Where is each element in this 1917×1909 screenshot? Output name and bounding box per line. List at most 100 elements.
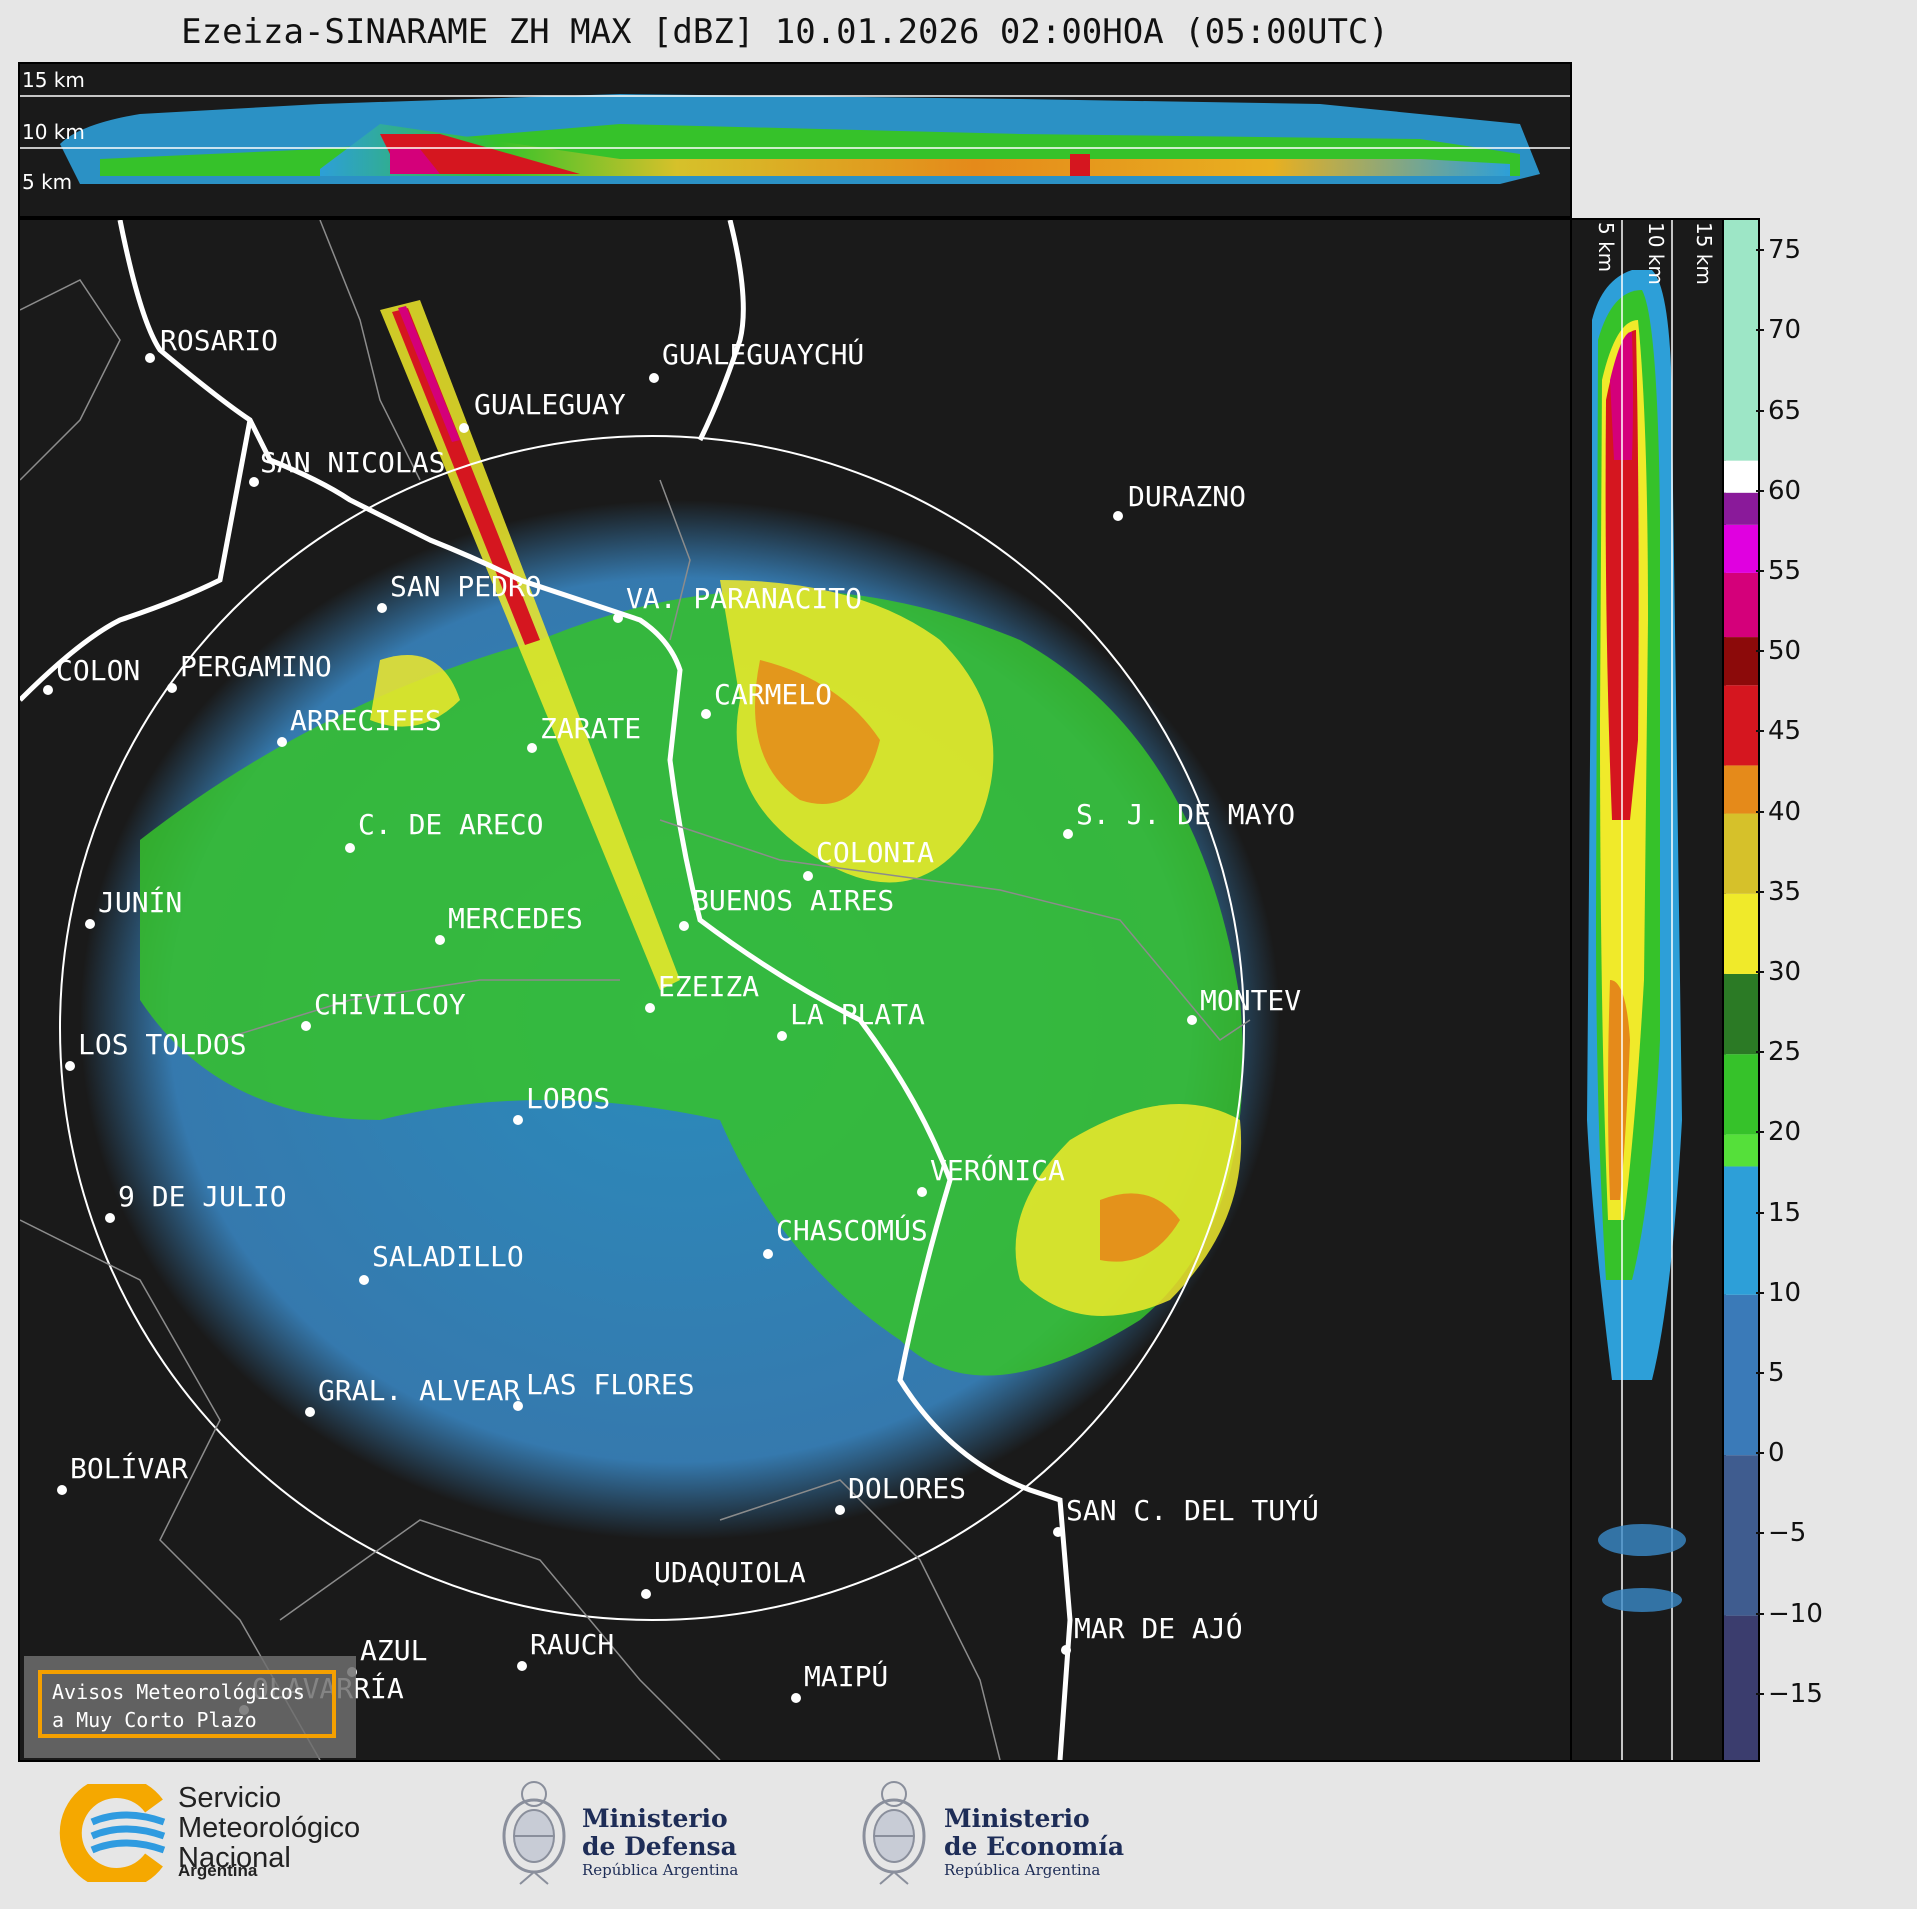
colorbar-band [1724, 220, 1758, 461]
radial-spike [380, 300, 680, 990]
city-label: MAIPÚ [804, 1659, 888, 1693]
colorbar-tick-mark [1756, 1211, 1764, 1214]
side-km-label-10: 10 km [1644, 222, 1668, 285]
city-labels: ROSARIO GUALEGUAY GUALEGUAYCHÚ SAN NICOL… [56, 324, 1319, 1705]
colorbar-tick-mark [1756, 970, 1764, 973]
colorbar-tick-mark [1756, 489, 1764, 492]
side-cross-section-image [1587, 220, 1686, 1760]
colorbar-scale [1724, 220, 1758, 1760]
colorbar-tick-label: 15 [1768, 1197, 1802, 1228]
colorbar-band [1724, 637, 1758, 686]
colorbar-tick-label: 45 [1768, 716, 1802, 747]
colorbar-tick-mark [1756, 1692, 1764, 1695]
defensa-line-1: Ministerio [582, 1804, 728, 1833]
colorbar-tick-mark [1756, 650, 1764, 653]
colorbar-tick-label: 65 [1768, 395, 1802, 426]
city-label: CHASCOMÚS [776, 1213, 928, 1247]
colorbar-band [1724, 524, 1758, 573]
colorbar-band [1724, 492, 1758, 525]
city-label: SAN PEDRO [390, 570, 542, 603]
city-label: VERÓNICA [930, 1153, 1065, 1187]
smn-line-1: Servicio [178, 1782, 282, 1814]
colorbar-tick-mark [1756, 730, 1764, 733]
city-label: ARRECIFES [290, 704, 442, 737]
echo-strong-core [755, 660, 880, 804]
colorbar-band [1724, 1294, 1758, 1456]
colorbar [1722, 218, 1760, 1762]
colorbar-band [1724, 1455, 1758, 1616]
range-ring [59, 435, 1245, 1621]
province-border [20, 419, 253, 702]
colorbar-tick-mark [1756, 409, 1764, 412]
badge-line-2: a Muy Corto Plazo [52, 1708, 257, 1732]
top-km-label-15: 15 km [22, 68, 85, 92]
badge-line-1: Avisos Meteorológicos [52, 1680, 305, 1704]
colorbar-band [1724, 893, 1758, 974]
city-label: COLONIA [816, 836, 934, 869]
colorbar-tick-mark [1756, 1532, 1764, 1535]
chart-title: Ezeiza-SINARAME ZH MAX [dBZ] 10.01.2026 … [181, 12, 1389, 52]
colorbar-tick-label: 5 [1768, 1358, 1785, 1388]
city-markers [43, 353, 1197, 1715]
city-label: LOBOS [526, 1082, 610, 1115]
colorbar-tick-label: −5 [1768, 1518, 1807, 1549]
radial-spike-core [392, 308, 540, 645]
city-label: SALADILLO [372, 1240, 524, 1273]
colorbar-tick-mark [1756, 569, 1764, 572]
defensa-logo-text: Ministerio de Defensa República Argentin… [582, 1804, 739, 1880]
sinarame-badge: Avisos Meteorológicos a Muy Corto Plazo [24, 1656, 356, 1758]
city-label: SAN C. DEL TUYÚ [1066, 1493, 1319, 1527]
colorbar-band [1724, 460, 1758, 493]
city-label: PERGAMINO [180, 650, 332, 683]
colorbar-tick-mark [1756, 249, 1764, 252]
colorbar-band [1724, 1054, 1758, 1135]
economia-logo-text: Ministerio de Economía República Argenti… [944, 1805, 1124, 1880]
defensa-sub: República Argentina [582, 1861, 739, 1879]
smn-line-3: Nacional [178, 1842, 291, 1874]
echo-strong-east-core [1100, 1193, 1180, 1262]
colorbar-tick-label: 60 [1768, 475, 1802, 506]
colorbar-tick-label: 25 [1768, 1037, 1802, 1068]
city-label: AZUL [360, 1634, 427, 1667]
colorbar-band [1724, 765, 1758, 814]
colorbar-tick-label: −15 [1768, 1678, 1823, 1709]
city-label: COLON [56, 654, 140, 687]
smn-logo [54, 1784, 172, 1882]
city-label: SAN NICOLAS [260, 446, 445, 479]
colorbar-tick-label: 75 [1768, 235, 1802, 266]
city-label: MONTEV [1200, 984, 1301, 1017]
radar-map-panel: ROSARIO GUALEGUAY GUALEGUAYCHÚ SAN NICOL… [18, 218, 1572, 1762]
city-label: CHIVILCOY [314, 988, 466, 1021]
colorbar-tick-label: 55 [1768, 555, 1802, 586]
smn-country: Argentina [178, 1861, 258, 1880]
city-label: RAUCH [530, 1628, 614, 1661]
side-km-label-5: 5 km [1594, 222, 1618, 273]
colorbar-tick-mark [1756, 1612, 1764, 1615]
city-label: UDAQUIOLA [654, 1556, 806, 1589]
smn-logo-icon [59, 1784, 166, 1882]
colorbar-tick-label: 35 [1768, 876, 1802, 907]
city-label: MAR DE AJÓ [1074, 1611, 1243, 1645]
uruguay-river [697, 220, 746, 442]
colorbar-tick-label: 70 [1768, 315, 1802, 346]
city-label: LAS FLORES [526, 1368, 695, 1401]
top-cross-section-image [20, 94, 1570, 184]
colorbar-tick-label: 0 [1768, 1438, 1785, 1469]
city-label: 9 DE JULIO [118, 1180, 287, 1213]
city-label: EZEIZA [658, 970, 759, 1003]
colorbar-tick-label: 10 [1768, 1277, 1802, 1308]
colorbar-band [1724, 1166, 1758, 1295]
admin-boundaries [20, 220, 1251, 1760]
radar-map: ROSARIO GUALEGUAY GUALEGUAYCHÚ SAN NICOL… [20, 220, 1319, 1760]
colorbar-tick-mark [1756, 1291, 1764, 1294]
radial-spike-peak [398, 306, 460, 442]
city-label: MERCEDES [448, 902, 583, 935]
side-cross-section-panel: 5 km 10 km 15 km [1570, 218, 1726, 1762]
colorbar-tick-label: 40 [1768, 796, 1802, 827]
colorbar-tick-label: −10 [1768, 1598, 1823, 1629]
city-label: LA PLATA [790, 998, 925, 1031]
economia-seal-icon [854, 1772, 934, 1892]
colorbar-tick-mark [1756, 890, 1764, 893]
colorbar-band [1724, 572, 1758, 638]
top-km-label-10: 10 km [22, 120, 85, 144]
